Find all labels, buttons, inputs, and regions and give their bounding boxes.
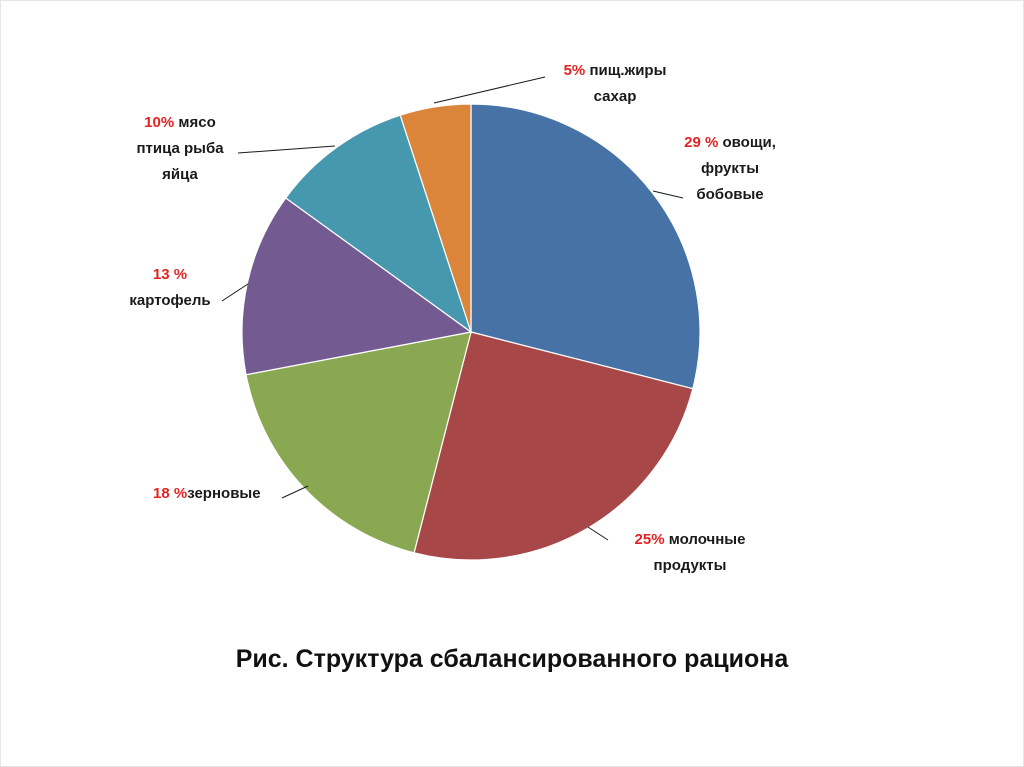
slice-label-meat: 10% мясо птица рыба яйца <box>110 110 250 188</box>
slice-label-dairy: 25% молочные продукты <box>610 527 770 579</box>
pie-slice-dairy <box>413 331 694 561</box>
slice-pct-grains: 18 % <box>153 485 188 502</box>
pie-slice-vegetables <box>470 103 701 390</box>
slice-pct-dairy: 25% <box>634 531 665 548</box>
leader-line-vegetables <box>652 190 684 199</box>
slice-label-vegetables: 29 % овощи, фрукты бобовые <box>660 130 800 208</box>
slice-text-grains: зерновые <box>187 485 261 502</box>
slice-label-grains: 18 %зерновые <box>153 481 261 507</box>
slice-text-fats-2: сахар <box>593 88 637 105</box>
slice-text-dairy-2: продукты <box>653 557 727 574</box>
slice-text-meat-1: мясо <box>174 114 216 131</box>
slice-text-meat-2: птица рыба <box>136 140 224 157</box>
leader-line-grains <box>281 485 309 499</box>
slice-text-vegetables-3: бобовые <box>696 186 764 203</box>
slice-text-dairy-1: молочные <box>664 531 746 548</box>
slice-pct-vegetables: 29 % <box>684 134 719 151</box>
slice-pct-fats: 5% <box>563 62 586 79</box>
pie-slice-potatoes <box>241 197 473 376</box>
leader-line-potatoes <box>221 283 249 302</box>
slice-text-potatoes: картофель <box>129 292 211 309</box>
slice-pct-potatoes: 13 % <box>152 266 188 283</box>
slice-label-potatoes: 13 % картофель <box>115 262 225 314</box>
leader-line-dairy <box>587 526 609 541</box>
slice-pct-meat: 10% <box>144 114 175 131</box>
pie-slices <box>241 103 701 561</box>
leader-line-fats <box>433 76 546 104</box>
pie-slice-meat <box>284 114 473 334</box>
leader-line-meat <box>237 145 336 154</box>
slice-text-meat-3: яйца <box>162 166 198 183</box>
pie-slice-fats <box>399 103 472 333</box>
slice-text-vegetables-1: овощи, <box>718 134 776 151</box>
slice-text-vegetables-2: фрукты <box>700 160 760 177</box>
slice-text-fats-1: пищ.жиры <box>585 62 667 79</box>
chart-caption: Рис. Структура сбалансированного рациона <box>235 645 789 673</box>
leader-lines <box>221 76 684 541</box>
slice-label-fats: 5% пищ.жиры сахар <box>540 58 690 110</box>
